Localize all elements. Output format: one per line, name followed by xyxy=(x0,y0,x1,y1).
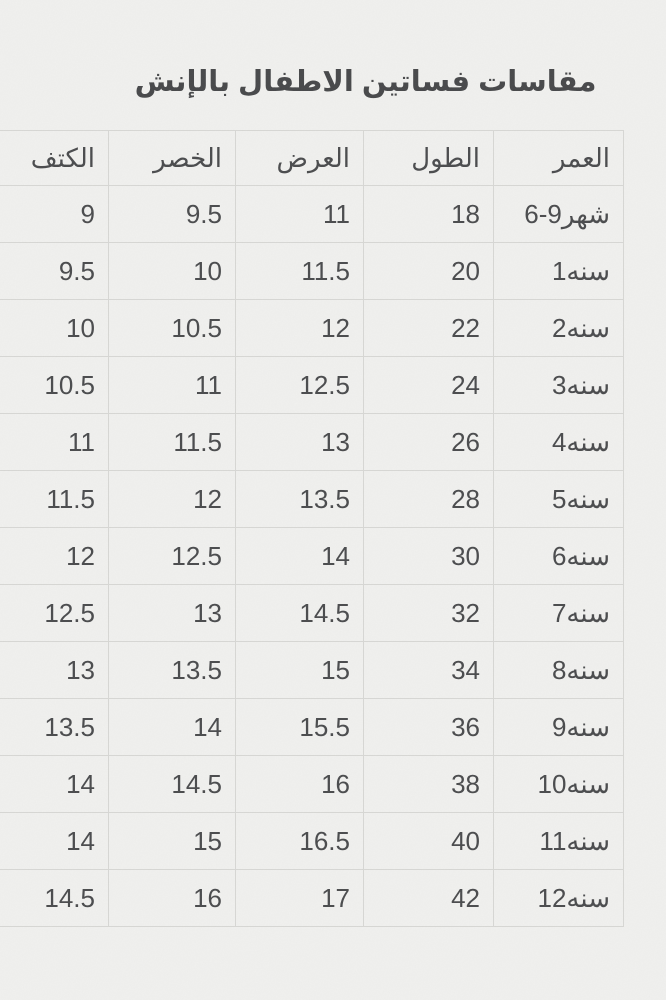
header-cell-shoulder: الكتف xyxy=(0,130,109,186)
cell-shoulder: 12 xyxy=(0,527,109,585)
cell-age: 10سنه xyxy=(493,755,624,813)
cell-shoulder: 13 xyxy=(0,641,109,699)
cell-waist: 11.5 xyxy=(108,413,236,471)
header-row: الكتف الخصر العرض الطول العمر xyxy=(0,130,624,186)
cell-width: 11 xyxy=(235,185,364,243)
cell-age: 5سنه xyxy=(493,470,624,528)
cell-length: 28 xyxy=(363,470,494,528)
cell-width: 11.5 xyxy=(235,242,364,300)
table-row: 11 11.5 13 26 4سنه xyxy=(0,413,624,471)
cell-width: 13.5 xyxy=(235,470,364,528)
table-row: 9 9.5 11 18 6-9شهر xyxy=(0,185,624,243)
cell-width: 14.5 xyxy=(235,584,364,642)
cell-shoulder: 10.5 xyxy=(0,356,109,414)
cell-shoulder: 14 xyxy=(0,812,109,870)
cell-length: 26 xyxy=(363,413,494,471)
cell-length: 34 xyxy=(363,641,494,699)
cell-waist: 14.5 xyxy=(108,755,236,813)
table-row: 10 10.5 12 22 2سنه xyxy=(0,299,624,357)
cell-waist: 15 xyxy=(108,812,236,870)
cell-width: 17 xyxy=(235,869,364,927)
cell-age: 8سنه xyxy=(493,641,624,699)
cell-age: 6سنه xyxy=(493,527,624,585)
cell-length: 36 xyxy=(363,698,494,756)
cell-length: 30 xyxy=(363,527,494,585)
cell-width: 13 xyxy=(235,413,364,471)
cell-length: 24 xyxy=(363,356,494,414)
cell-age: 2سنه xyxy=(493,299,624,357)
cell-length: 32 xyxy=(363,584,494,642)
cell-waist: 11 xyxy=(108,356,236,414)
cell-shoulder: 12.5 xyxy=(0,584,109,642)
table-row: 14 14.5 16 38 10سنه xyxy=(0,755,624,813)
table-row: 9.5 10 11.5 20 1سنه xyxy=(0,242,624,300)
cell-age: 9سنه xyxy=(493,698,624,756)
cell-shoulder: 11.5 xyxy=(0,470,109,528)
cell-length: 18 xyxy=(363,185,494,243)
cell-age: 12سنه xyxy=(493,869,624,927)
cell-waist: 10 xyxy=(108,242,236,300)
cell-length: 40 xyxy=(363,812,494,870)
header-cell-age: العمر xyxy=(493,130,624,186)
cell-age: 11سنه xyxy=(493,812,624,870)
cell-age: 3سنه xyxy=(493,356,624,414)
table-row: 10.5 11 12.5 24 3سنه xyxy=(0,356,624,414)
table-body: 9 9.5 11 18 6-9شهر 9.5 10 11.5 20 1سنه 10 10.5 12 22 2… xyxy=(0,185,624,927)
table-header: الكتف الخصر العرض الطول العمر xyxy=(0,130,624,186)
table-row: 14 15 16.5 40 11سنه xyxy=(0,812,624,870)
cell-waist: 9.5 xyxy=(108,185,236,243)
table-row: 13 13.5 15 34 8سنه xyxy=(0,641,624,699)
cell-waist: 13.5 xyxy=(108,641,236,699)
page-title: مقاسات فساتين الاطفال بالإنش xyxy=(134,66,597,98)
cell-width: 15.5 xyxy=(235,698,364,756)
size-table: الكتف الخصر العرض الطول العمر 9 9.5 11 18 6-9شهر… xyxy=(0,130,624,927)
cell-width: 14 xyxy=(235,527,364,585)
cell-age: 7سنه xyxy=(493,584,624,642)
cell-shoulder: 14.5 xyxy=(0,869,109,927)
cell-waist: 16 xyxy=(108,869,236,927)
header-cell-width: العرض xyxy=(235,130,364,186)
cell-shoulder: 14 xyxy=(0,755,109,813)
cell-age: 4سنه xyxy=(493,413,624,471)
cell-length: 22 xyxy=(363,299,494,357)
cell-width: 16 xyxy=(235,755,364,813)
size-table-table: الكتف الخصر العرض الطول العمر 9 9.5 11 18 6-9شهر… xyxy=(0,130,624,927)
cell-waist: 13 xyxy=(108,584,236,642)
cell-shoulder: 13.5 xyxy=(0,698,109,756)
cell-width: 12 xyxy=(235,299,364,357)
table-row: 13.5 14 15.5 36 9سنه xyxy=(0,698,624,756)
cell-shoulder: 9.5 xyxy=(0,242,109,300)
cell-waist: 14 xyxy=(108,698,236,756)
cell-length: 20 xyxy=(363,242,494,300)
cell-shoulder: 9 xyxy=(0,185,109,243)
cell-width: 16.5 xyxy=(235,812,364,870)
table-row: 11.5 12 13.5 28 5سنه xyxy=(0,470,624,528)
cell-width: 12.5 xyxy=(235,356,364,414)
cell-waist: 12 xyxy=(108,470,236,528)
table-row: 14.5 16 17 42 12سنه xyxy=(0,869,624,927)
cell-length: 38 xyxy=(363,755,494,813)
table-row: 12 12.5 14 30 6سنه xyxy=(0,527,624,585)
cell-width: 15 xyxy=(235,641,364,699)
header-cell-length: الطول xyxy=(363,130,494,186)
header-cell-waist: الخصر xyxy=(108,130,236,186)
cell-shoulder: 10 xyxy=(0,299,109,357)
table-row: 12.5 13 14.5 32 7سنه xyxy=(0,584,624,642)
cell-length: 42 xyxy=(363,869,494,927)
cell-waist: 12.5 xyxy=(108,527,236,585)
cell-waist: 10.5 xyxy=(108,299,236,357)
cell-age: 1سنه xyxy=(493,242,624,300)
cell-age: 6-9شهر xyxy=(493,185,624,243)
cell-shoulder: 11 xyxy=(0,413,109,471)
